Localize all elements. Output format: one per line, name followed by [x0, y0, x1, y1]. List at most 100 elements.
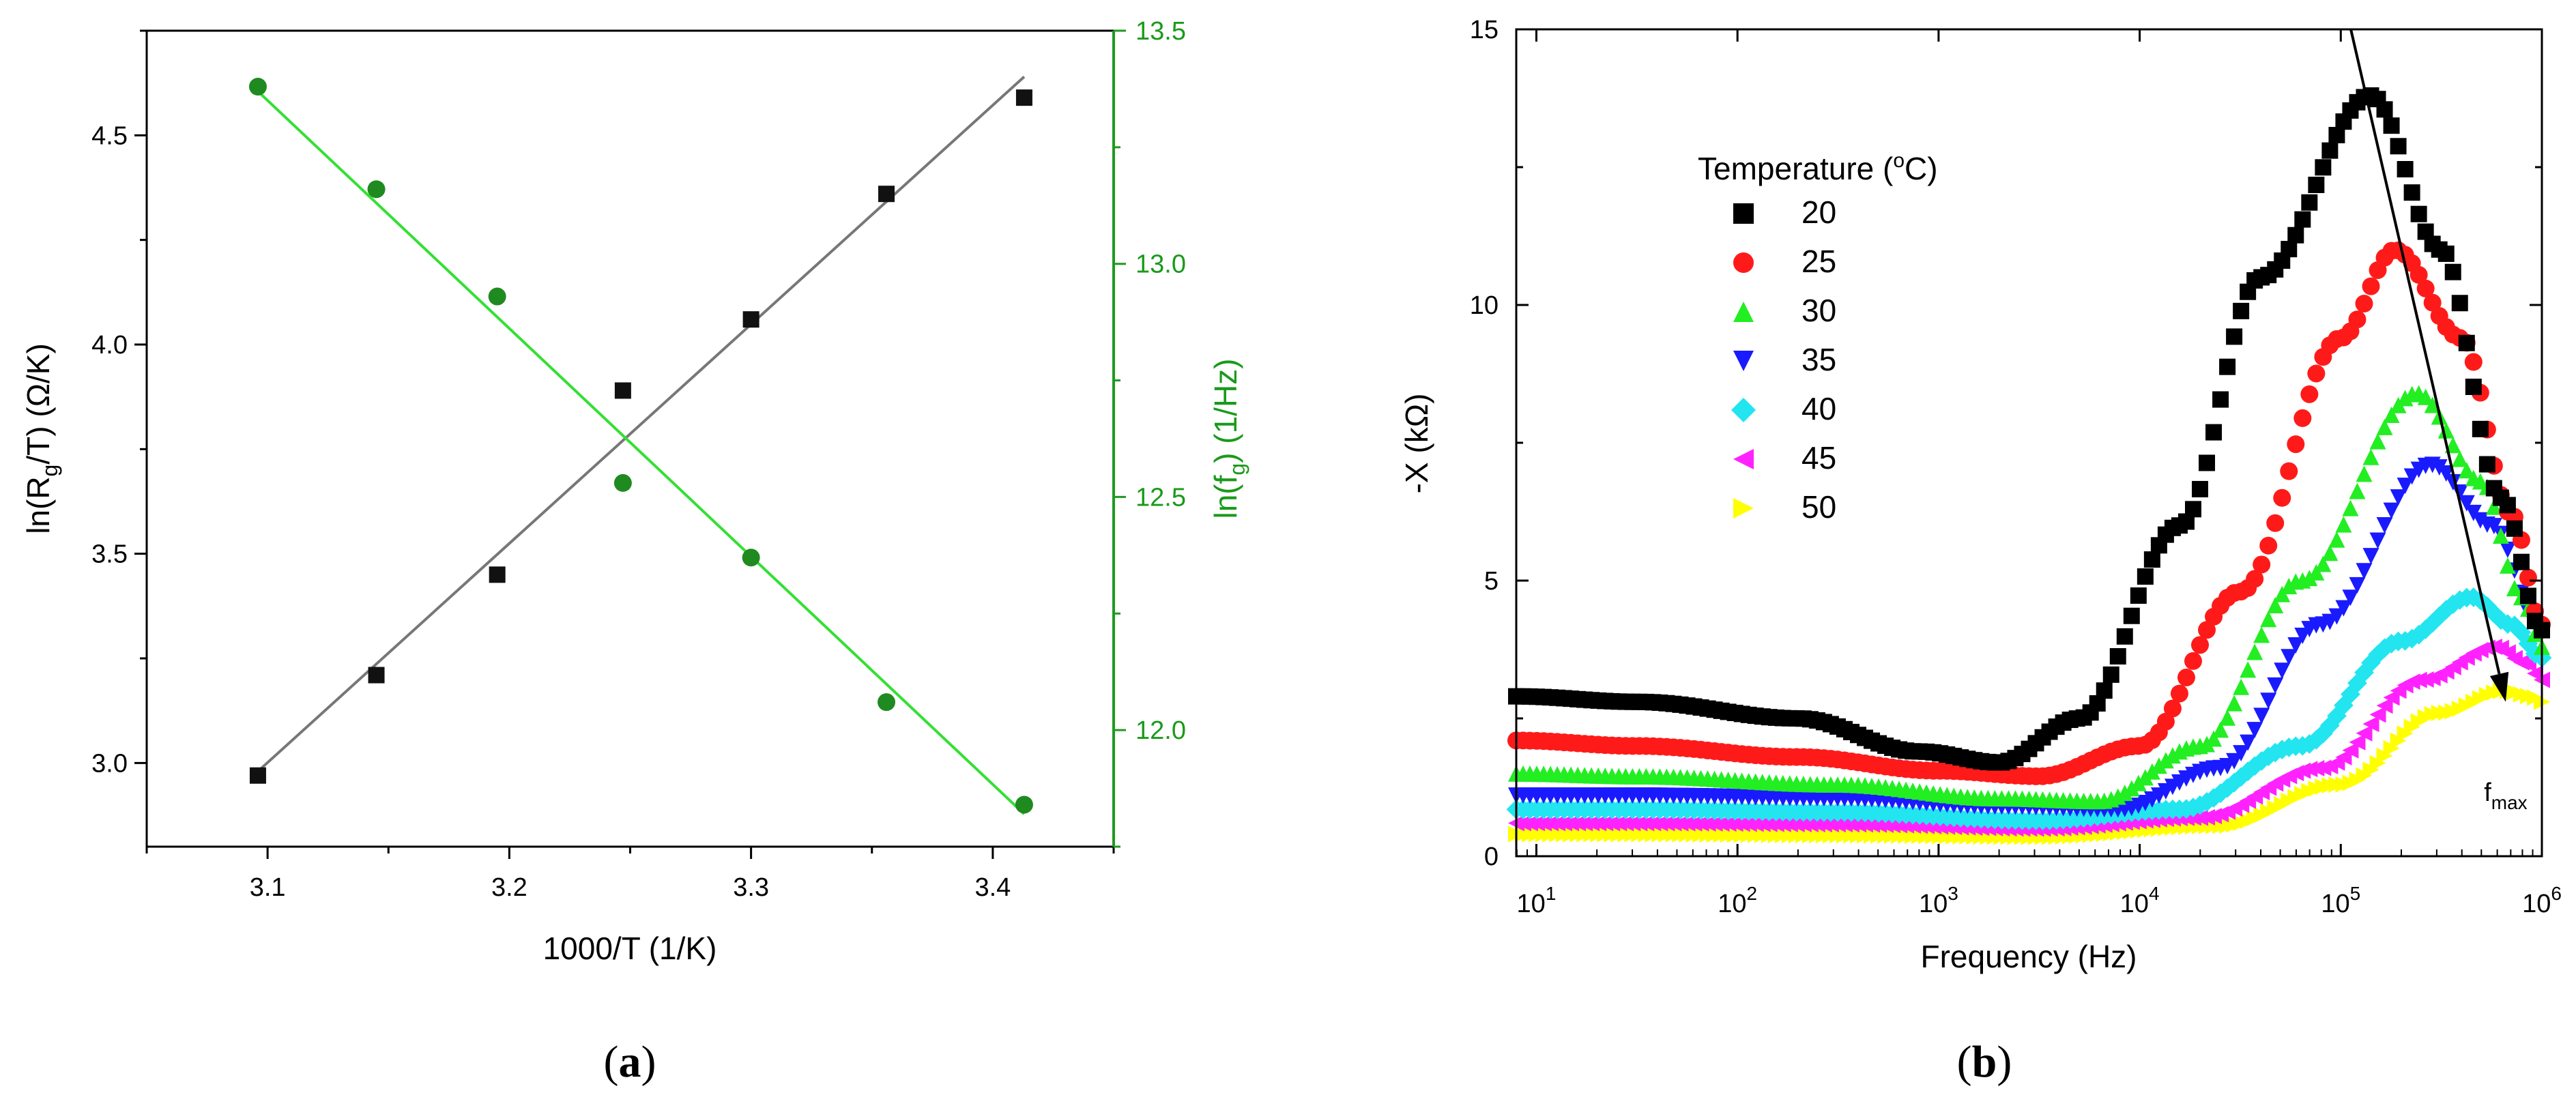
- data-point-25: [2280, 462, 2298, 480]
- data-point-35: [2458, 495, 2475, 512]
- legend-label-50: 50: [1801, 489, 1836, 525]
- data-point-30: [2233, 678, 2250, 695]
- data-point-35: [2342, 589, 2359, 607]
- legend-label-25: 25: [1801, 244, 1836, 279]
- y-left-tick-label-a: 4.5: [91, 121, 128, 150]
- x-tick-label-b: 102: [1718, 883, 1757, 918]
- data-point-30: [2308, 564, 2325, 581]
- data-point-40: [2436, 600, 2457, 620]
- legend-marker-40: [1731, 398, 1756, 422]
- data-point-20: [2513, 553, 2530, 570]
- data-point-35: [2349, 576, 2366, 594]
- data-point-30: [2240, 661, 2257, 678]
- y-right-tick-label-a: 13.5: [1135, 17, 1186, 46]
- x-tick-label-b: 105: [2321, 883, 2360, 918]
- data-point-20: [2451, 295, 2468, 312]
- data-point-20: [2184, 501, 2201, 518]
- data-point-35: [2362, 548, 2379, 565]
- data-point-25: [2348, 310, 2367, 329]
- data-point-30: [2246, 643, 2263, 660]
- data-point-20: [2116, 628, 2133, 645]
- data-point-25: [2198, 621, 2216, 639]
- data-point-40: [2299, 734, 2319, 754]
- data-point-25: [2355, 295, 2373, 313]
- data-point-right: [248, 78, 267, 96]
- data-point-30: [2150, 757, 2167, 774]
- data-point-35: [2356, 563, 2373, 580]
- data-point-45: [2369, 706, 2386, 723]
- y-tick-label-b: 10: [1470, 291, 1499, 320]
- data-point-45: [2376, 697, 2393, 714]
- panel-label-b: (b): [1957, 1037, 2012, 1087]
- data-point-25: [2191, 636, 2209, 654]
- series-25: [1507, 241, 2551, 785]
- data-point-left: [878, 186, 895, 203]
- data-point-30: [2362, 448, 2379, 465]
- data-point-20: [2403, 184, 2420, 201]
- panel-label-a: (a): [604, 1037, 656, 1087]
- data-point-20: [2519, 587, 2536, 604]
- data-point-left: [614, 382, 631, 399]
- data-point-20: [2130, 587, 2147, 604]
- data-point-35: [2328, 608, 2345, 625]
- data-point-35: [2246, 722, 2263, 739]
- data-point-50: [2383, 740, 2400, 757]
- data-point-25: [2259, 536, 2278, 555]
- data-point-40: [2210, 783, 2231, 804]
- x-tick-label-b: 104: [2120, 883, 2160, 918]
- data-point-40: [2244, 756, 2265, 776]
- data-point-20: [2109, 647, 2126, 665]
- legend: Temperature (oC) 20 25 30 35 40 45 50: [1698, 149, 1938, 525]
- data-point-35: [2233, 745, 2250, 762]
- data-point-right: [1015, 795, 1033, 814]
- data-point-20: [2465, 379, 2482, 396]
- data-point-30: [2342, 499, 2359, 516]
- data-point-25: [2253, 555, 2271, 574]
- data-point-30: [2260, 611, 2277, 628]
- data-point-40: [2511, 622, 2532, 643]
- fit-line-right: [257, 90, 1026, 815]
- legend-label-40: 40: [1801, 391, 1836, 426]
- data-marks-b: [1506, 87, 2552, 845]
- data-point-30: [2376, 418, 2393, 435]
- data-point-30: [2328, 531, 2345, 548]
- data-point-left: [489, 566, 506, 583]
- data-marks-a: [248, 78, 1033, 814]
- data-point-35: [2287, 637, 2304, 654]
- data-point-right: [742, 549, 760, 567]
- data-point-20: [2458, 334, 2475, 351]
- y-axis-title-left-a: ln(Rg/T) (Ω/K): [20, 343, 62, 534]
- data-point-30: [2335, 516, 2352, 533]
- data-point-40: [2491, 610, 2511, 630]
- data-point-30: [2226, 695, 2243, 712]
- x-tick-label-b: 101: [1517, 883, 1557, 918]
- data-point-25: [2273, 488, 2291, 507]
- data-point-25: [2293, 409, 2312, 427]
- data-point-25: [2184, 652, 2202, 670]
- data-point-40: [2319, 715, 2340, 735]
- data-point-45: [2199, 808, 2216, 826]
- data-point-left: [249, 767, 266, 784]
- legend-marker-50: [1733, 498, 1754, 519]
- data-point-20: [2123, 607, 2140, 624]
- data-point-35: [2472, 512, 2489, 529]
- y-right-tick-label-a: 13.0: [1135, 250, 1186, 279]
- data-point-35: [2240, 734, 2257, 751]
- data-point-25: [2409, 265, 2428, 284]
- data-point-40: [2416, 619, 2436, 639]
- data-point-20: [2315, 159, 2332, 176]
- data-point-30: [2369, 433, 2386, 450]
- data-point-45: [2335, 748, 2352, 765]
- data-point-40: [2422, 613, 2443, 633]
- chart-panel-b: 101 102 103 104 105 106 0 5 10 15 fmax Temperatur…: [1399, 16, 2562, 1087]
- data-point-20: [2143, 551, 2160, 568]
- data-point-25: [2423, 293, 2442, 312]
- data-point-35: [2267, 677, 2284, 694]
- data-point-30: [2321, 544, 2339, 561]
- y-tick-label-b: 15: [1470, 16, 1499, 44]
- data-point-20: [2301, 194, 2318, 211]
- data-point-20: [2410, 205, 2427, 222]
- data-point-40: [2238, 761, 2258, 782]
- data-point-45: [2356, 725, 2373, 742]
- x-tick-label-a: 3.3: [733, 873, 769, 902]
